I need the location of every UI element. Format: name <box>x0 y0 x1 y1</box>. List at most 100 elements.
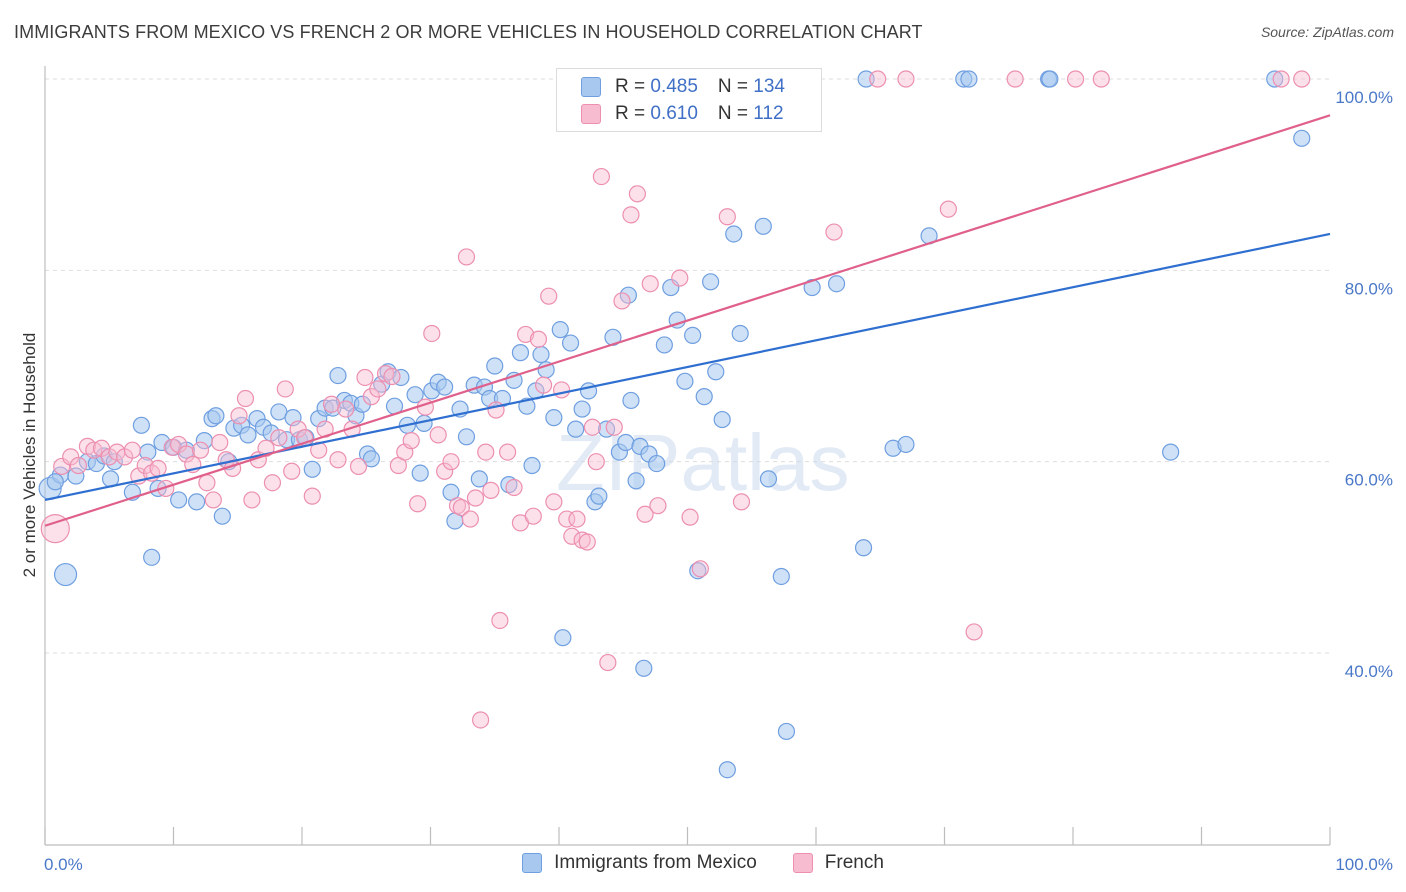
french-point <box>529 330 548 348</box>
mexico-point <box>573 400 591 418</box>
mexico-point <box>684 326 702 344</box>
french-point <box>622 206 640 224</box>
mexico-point <box>53 562 78 587</box>
mexico-point <box>105 453 123 471</box>
french-point <box>641 275 659 293</box>
french-point <box>452 498 470 517</box>
mexico-point <box>702 273 720 291</box>
mexico-point <box>619 286 637 304</box>
mexico-point <box>648 454 666 473</box>
french-point <box>236 389 255 408</box>
mexico-swatch <box>581 77 601 97</box>
french-point <box>177 445 195 463</box>
french-point <box>587 453 605 471</box>
mexico-point <box>567 420 585 438</box>
french-point <box>276 380 294 398</box>
french-point <box>436 462 454 480</box>
french-point <box>681 508 699 526</box>
x-tick-labels: 0.0% 100.0% <box>44 855 1393 874</box>
french-point <box>545 493 563 511</box>
mexico-point <box>617 433 635 452</box>
mexico-point <box>731 324 749 343</box>
french-point <box>477 443 495 461</box>
mexico-point <box>676 372 694 390</box>
french-point <box>1092 70 1110 88</box>
french-point <box>40 514 70 544</box>
french-point <box>505 478 523 497</box>
french-point <box>613 292 631 310</box>
french-point <box>592 167 611 186</box>
n-value: 112 <box>753 103 784 124</box>
mexico-point <box>523 456 541 475</box>
mexico-point <box>303 460 321 478</box>
mexico-point <box>470 470 488 488</box>
mexico-point <box>689 562 707 580</box>
mexico-point <box>655 336 673 354</box>
french-point <box>283 462 301 480</box>
french-point <box>869 70 887 88</box>
mexico-point <box>457 428 476 446</box>
french-point <box>1293 70 1311 88</box>
french-point <box>461 510 479 528</box>
mexico-point <box>827 275 846 293</box>
french-point <box>671 269 689 287</box>
mexico-point <box>1041 70 1059 88</box>
french-point <box>605 418 623 436</box>
mexico-point <box>518 397 536 415</box>
mexico-point <box>713 410 731 429</box>
french-point <box>423 324 441 343</box>
french-point <box>349 457 368 476</box>
mexico-point <box>960 70 978 88</box>
stats-row-mexico: R = 0.485 N = 134 <box>581 74 785 100</box>
mexico-point <box>143 548 161 566</box>
x-tick-label: 100.0% <box>1335 855 1393 874</box>
r-value: 0.610 <box>650 103 698 124</box>
french-point <box>524 507 542 525</box>
french-point <box>466 489 485 507</box>
mexico-point <box>897 435 915 454</box>
mexico-legend-swatch <box>522 853 543 873</box>
trend-lines <box>44 114 1331 527</box>
mexico-point <box>1162 443 1180 461</box>
french-point <box>628 185 646 203</box>
legend-label-french: French <box>824 852 884 873</box>
french-swatch <box>581 104 601 124</box>
french-point <box>578 533 596 551</box>
series-french <box>40 70 1311 729</box>
french-point <box>457 248 476 266</box>
mexico-point <box>777 722 796 741</box>
mexico-point <box>213 507 231 525</box>
mexico-point <box>67 467 85 485</box>
french-point <box>649 497 667 515</box>
series-legend: Immigrants from Mexico French <box>0 852 1406 874</box>
mexico-point <box>627 472 645 490</box>
stats-row-french: R = 0.610 N = 112 <box>581 101 784 127</box>
mexico-point <box>554 629 572 647</box>
french-point <box>149 459 167 477</box>
french-point <box>491 611 509 630</box>
french-point <box>636 505 654 523</box>
y-tick-labels: 40.0% 60.0% 80.0% 100.0% <box>1335 88 1393 681</box>
mexico-point <box>561 334 580 352</box>
series-immigrants-from-mexico <box>38 70 1311 779</box>
french-point <box>516 325 535 344</box>
french-point <box>563 527 581 545</box>
french-point <box>356 368 374 387</box>
y-tick-label: 40.0% <box>1345 662 1393 681</box>
mexico-point <box>590 487 608 505</box>
source-label: Source: ZipAtlas.com <box>1260 24 1394 40</box>
legend-item-mexico: Immigrants from Mexico <box>522 852 757 874</box>
french-point <box>230 407 248 425</box>
french-point <box>69 456 88 475</box>
y-tick-label: 100.0% <box>1335 88 1393 107</box>
french-point <box>402 432 420 450</box>
french-point <box>472 711 490 729</box>
french-point <box>123 441 141 459</box>
n-value: 134 <box>753 76 785 97</box>
mexico-point <box>803 278 821 297</box>
mexico-point <box>1293 129 1311 147</box>
french-point <box>825 223 843 241</box>
r-value: 0.485 <box>650 76 698 97</box>
french-point <box>540 287 558 305</box>
